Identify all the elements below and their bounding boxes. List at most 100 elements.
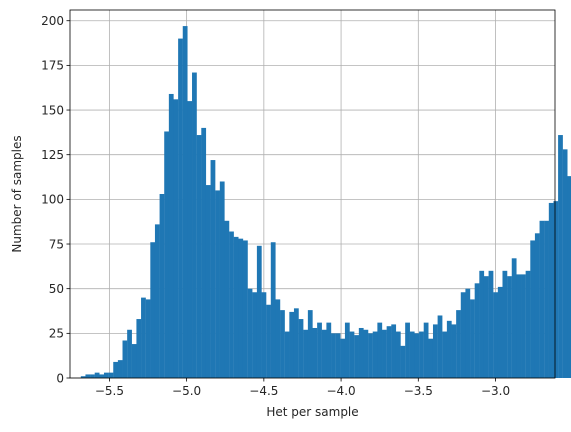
y-tick-label: 175 xyxy=(41,59,64,73)
histogram-bar xyxy=(312,327,318,378)
histogram-bar xyxy=(511,258,517,378)
y-tick-label: 200 xyxy=(41,14,64,28)
histogram-bar xyxy=(201,127,207,378)
histogram-bar xyxy=(432,324,438,378)
histogram-bar xyxy=(521,274,526,378)
y-tick-label: 0 xyxy=(56,371,64,385)
histogram-bar xyxy=(483,276,489,378)
histogram-bar xyxy=(358,327,364,378)
histogram-bar xyxy=(451,324,457,378)
histogram-bar xyxy=(242,240,248,378)
x-axis: −5.5 −5.0 −4.5 −4.0 −3.5 −3.0 xyxy=(95,378,510,398)
histogram-bar xyxy=(256,245,262,378)
histogram-bar xyxy=(131,344,137,378)
histogram-bar xyxy=(414,333,420,378)
histogram-bar xyxy=(192,72,197,379)
histogram-bar xyxy=(400,345,406,378)
y-tick-label: 100 xyxy=(41,193,64,207)
histogram-bar xyxy=(372,331,378,378)
histogram-bar xyxy=(493,292,499,378)
histogram-bar xyxy=(298,319,304,378)
histogram-bar xyxy=(562,149,568,378)
histogram-bar xyxy=(331,333,336,378)
x-tick-label: −3.5 xyxy=(404,384,433,398)
histogram-bar xyxy=(275,299,281,378)
histogram-bar xyxy=(409,331,415,378)
histogram-bar xyxy=(219,181,225,378)
histogram-bar xyxy=(488,270,494,378)
histogram-bar xyxy=(405,322,410,378)
x-tick-label: −3.0 xyxy=(481,384,510,398)
histogram-bar xyxy=(187,101,193,378)
histogram-bar xyxy=(205,185,211,378)
histogram-bar xyxy=(349,331,355,378)
histogram-bar xyxy=(544,220,549,378)
histogram-bar xyxy=(354,335,359,378)
histogram-bar xyxy=(386,326,392,378)
histogram-bar xyxy=(164,131,170,378)
histogram-bar xyxy=(182,26,188,379)
histogram-bar xyxy=(196,135,202,378)
histogram-bar xyxy=(122,340,128,378)
y-tick-label: 150 xyxy=(41,103,64,117)
x-tick-label: −5.5 xyxy=(95,384,124,398)
histogram-bar xyxy=(423,322,429,378)
histogram-bar xyxy=(534,233,540,378)
histogram-bar xyxy=(548,202,554,378)
histogram-bar xyxy=(363,329,369,378)
histogram-bar xyxy=(136,319,142,378)
histogram-bar xyxy=(284,331,290,378)
histogram-bar xyxy=(479,270,485,378)
histogram-bar xyxy=(428,338,434,378)
histogram-bar xyxy=(117,360,123,378)
histogram-bar xyxy=(340,338,346,378)
histogram-bar xyxy=(391,324,397,378)
histogram-bar xyxy=(303,329,309,378)
y-axis: 0 25 50 75 100 125 150 175 200 xyxy=(41,14,70,385)
histogram-bar xyxy=(266,304,271,378)
histogram-bar xyxy=(247,288,253,378)
histogram-bar xyxy=(525,270,531,378)
histogram-bar xyxy=(377,322,383,378)
x-tick-label: −4.5 xyxy=(249,384,278,398)
histogram-bar xyxy=(99,374,105,378)
axes-frame xyxy=(69,9,556,379)
histogram-bar xyxy=(173,99,179,379)
histogram-bar xyxy=(382,329,387,378)
histogram-bar xyxy=(335,333,341,378)
histogram-bar xyxy=(178,38,183,379)
histogram-bar xyxy=(465,288,471,378)
histogram-bar xyxy=(344,322,350,378)
histogram-bar xyxy=(395,331,401,378)
y-axis-label: Number of samples xyxy=(10,135,24,252)
histogram-bar xyxy=(460,292,466,378)
histogram-bar xyxy=(553,201,559,378)
y-tick-label: 75 xyxy=(49,237,64,251)
histogram-bar xyxy=(419,331,424,378)
histogram-bar xyxy=(474,283,480,378)
histogram-bar xyxy=(233,236,239,378)
histogram-bar xyxy=(215,190,220,378)
histogram-bar xyxy=(252,292,258,378)
histogram-bar xyxy=(502,270,508,378)
histogram-bar xyxy=(270,242,276,378)
histogram-bar xyxy=(145,299,151,378)
y-tick-label: 25 xyxy=(49,327,64,341)
histogram-bar xyxy=(127,329,132,378)
histogram-bar xyxy=(442,331,448,378)
histogram-bar xyxy=(90,374,95,378)
histogram-bar xyxy=(150,242,156,378)
y-tick-label: 125 xyxy=(41,148,64,162)
histogram-bar xyxy=(210,160,216,378)
histogram-bar xyxy=(238,238,244,378)
histogram-bar xyxy=(229,231,234,378)
histogram-bar xyxy=(85,374,91,378)
histogram-bar xyxy=(530,240,536,378)
histogram-bar xyxy=(80,376,86,378)
x-tick-label: −4.0 xyxy=(327,384,356,398)
histogram-bar xyxy=(456,310,461,378)
histogram-bar xyxy=(94,372,100,378)
y-tick-label: 50 xyxy=(49,282,64,296)
histogram-bar xyxy=(280,310,285,378)
